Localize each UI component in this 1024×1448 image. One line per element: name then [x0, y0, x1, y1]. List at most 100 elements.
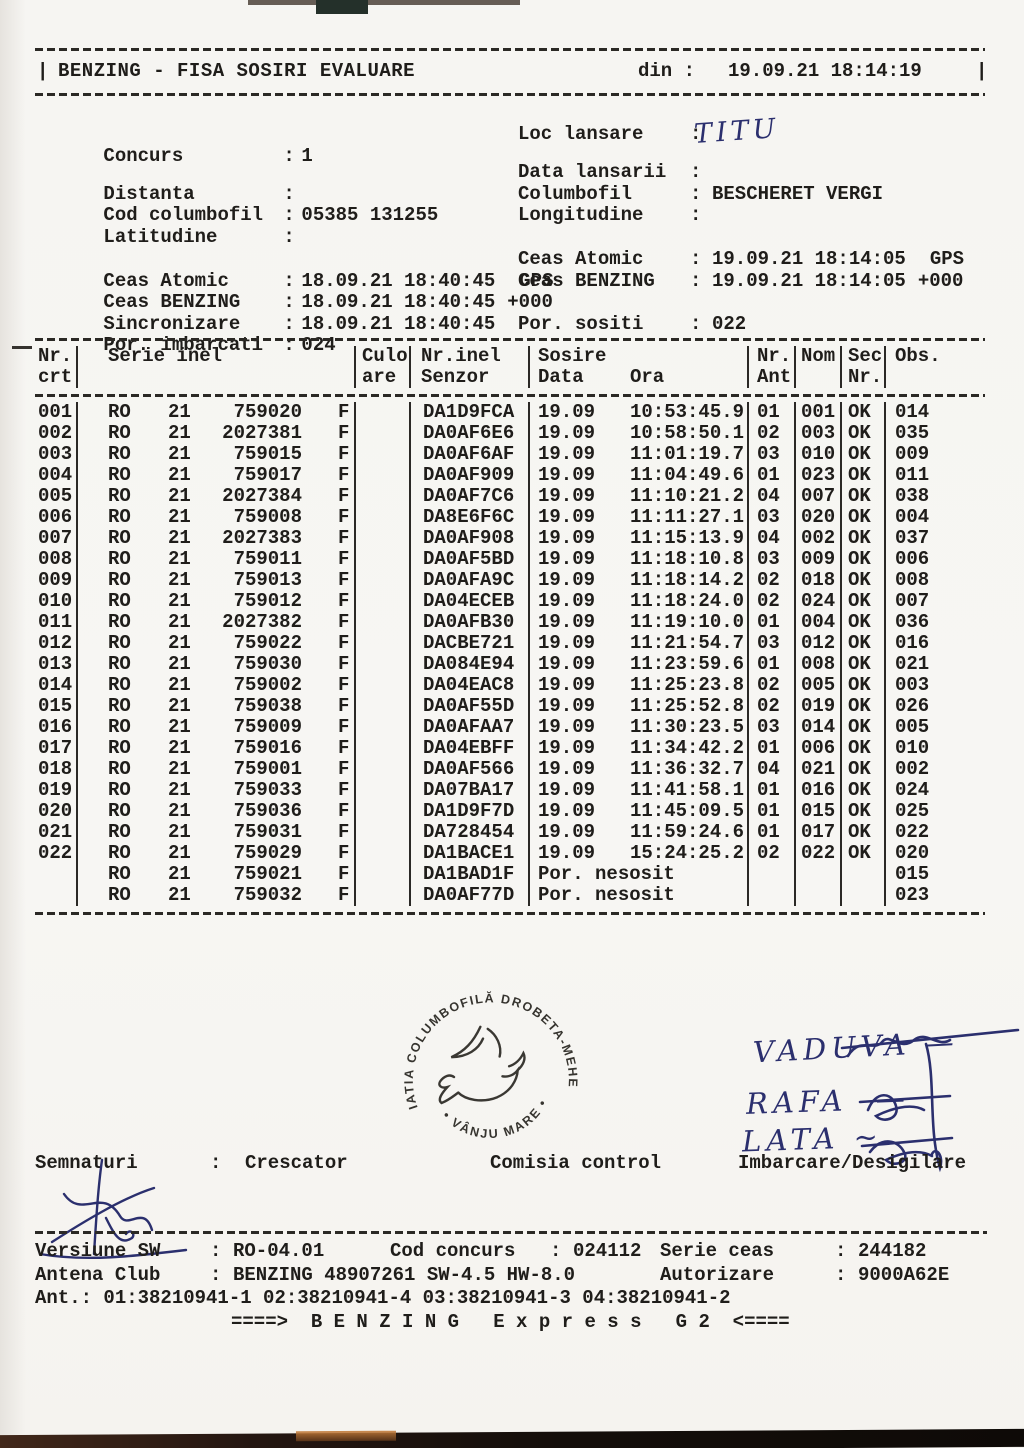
cell-sosire-data: 19.09: [538, 842, 596, 864]
ceas-benzing-label-right: Ceas BENZING: [518, 269, 655, 292]
table-row: RO 21 759032 F DA0AF77D Por. nesosit 023: [35, 885, 985, 906]
cell-an: 21: [168, 527, 191, 549]
cell-sosire: 19.09 11:25:52.8: [530, 696, 749, 717]
ceas-benzing-right-value: 19.09.21 18:14:05: [712, 269, 906, 292]
cell-obs: 006: [895, 548, 930, 570]
cell-senzor: DA8E6F6C: [411, 507, 530, 528]
cell-sex: F: [338, 884, 350, 906]
cell-crt: 018: [35, 759, 78, 780]
field-columbofil: Columbofil: BESCHERET VERGI: [518, 183, 883, 206]
cell-ant: 03: [749, 549, 796, 570]
cell-sosire: 19.09 11:10:21.2: [530, 486, 749, 507]
cell-sex: F: [338, 632, 350, 654]
din-label: din :: [638, 60, 696, 82]
info-section-2: Distanta: Data lansarii: Cod columbofil:…: [35, 161, 985, 247]
ceas-benzing-label: Ceas BENZING: [103, 291, 241, 313]
cell-nom: 012: [796, 633, 842, 654]
cell-an: 21: [168, 422, 191, 444]
cell-obs: 025: [895, 800, 930, 822]
cell-sex: F: [338, 653, 350, 675]
cell-serie: 759012: [233, 590, 302, 612]
cell-sex: F: [338, 506, 350, 528]
cell-culoare: [356, 633, 411, 654]
table-row: 021 RO 21 759031 F DA728454 19.09 11:59:24.6…: [35, 822, 985, 843]
versiune-sw-value: RO-04.01: [233, 1240, 325, 1262]
colon: :: [283, 312, 295, 335]
cell-serie: 759036: [233, 800, 302, 822]
cell-crt: 003: [35, 444, 78, 465]
scan-artifact-top-line: [248, 0, 520, 5]
cell-crt: 011: [35, 612, 78, 633]
cell-tara: RO: [108, 716, 131, 738]
cell-tara: RO: [108, 758, 131, 780]
antena-club-value: BENZING 48907261 SW-4.5 HW-8.0: [233, 1263, 576, 1286]
cell-serie-inel: RO 21 2027383 F: [78, 528, 356, 549]
cell-serie: 2027384: [222, 485, 302, 507]
cell-sosire: 19.09 11:18:10.8: [530, 549, 749, 570]
header-serie-inel: Serie inel: [78, 346, 356, 388]
cell-an: 21: [168, 464, 191, 486]
cell-crt: 020: [35, 801, 78, 822]
cell-tara: RO: [108, 527, 131, 549]
cell-ant: 01: [749, 780, 796, 801]
cell-culoare: [356, 759, 411, 780]
scan-artifact-bottom-strip: [0, 1428, 1024, 1448]
table-divider-top: [35, 338, 985, 341]
cell-sosire-ora: 11:18:24.0: [630, 590, 745, 612]
cell-senzor: DA1D9F7D: [411, 801, 530, 822]
committee-signatures: [840, 1028, 1020, 1173]
table-header: Nr. crt Serie inel Culo are Nr.inel Senzor …: [35, 341, 985, 394]
ceas-atomic-left-value: 18.09.21 18:40:45: [301, 269, 496, 292]
header-nom-label: Nom: [801, 345, 836, 367]
ceas-atomic-label: Ceas Atomic: [103, 269, 229, 292]
cell-tara: RO: [108, 485, 131, 507]
antenna-ids-line: Ant.: 01:38210941-1 02:38210941-4 03:382…: [35, 1287, 731, 1309]
cell-sosire-data: 19.09: [538, 506, 596, 528]
cell-sosire: 19.09 11:18:24.0: [530, 591, 749, 612]
cell-ant: 02: [749, 675, 796, 696]
serie-ceas-label: Serie ceas: [660, 1240, 775, 1262]
title-row: | BENZING - FISA SOSIRI EVALUARE din : 1…: [35, 51, 987, 93]
cell-an: 21: [168, 716, 191, 738]
cell-senzor: DA04ECEB: [411, 591, 530, 612]
cell-sec: OK: [842, 843, 886, 864]
colon: :: [550, 1240, 562, 1262]
header-culo: Culo: [362, 345, 408, 367]
cell-an: 21: [168, 758, 191, 780]
cell-sex: F: [338, 548, 350, 570]
cell-an: 21: [168, 674, 191, 696]
cell-sosire-data: Por. nesosit: [538, 884, 675, 906]
cell-sosire-data: 19.09: [538, 695, 596, 717]
cell-sosire-data: 19.09: [538, 674, 596, 696]
gps-suffix: GPS: [929, 248, 965, 270]
cell-culoare: [356, 528, 411, 549]
cell-an: 21: [168, 569, 191, 591]
cell-nom: 010: [796, 444, 842, 465]
arrivals-table: Nr. crt Serie inel Culo are Nr.inel Senzor …: [35, 338, 985, 915]
header-nom: Nom: [796, 346, 842, 388]
cell-sosire-ora: 11:18:14.2: [630, 569, 745, 591]
latitudine-label: Latitudine: [103, 225, 218, 248]
cell-tara: RO: [108, 800, 131, 822]
cell-sosire-data: 19.09: [538, 758, 596, 780]
cell-serie: 759020: [233, 401, 302, 423]
cell-tara: RO: [108, 821, 131, 843]
colon: :: [283, 144, 295, 167]
cell-serie: 759030: [233, 653, 302, 675]
report-datetime: 19.09.21 18:14:19: [728, 60, 922, 82]
cell-an: 21: [168, 443, 191, 465]
cell-ant: 01: [749, 612, 796, 633]
cell-nom: 024: [796, 591, 842, 612]
cell-senzor: DA04EAC8: [411, 675, 530, 696]
cell-sex: F: [338, 842, 350, 864]
benzing-express-line: ====> B E N Z I N G E x p r e s s G 2 <=…: [231, 1310, 790, 1333]
cell-sosire-data: Por. nesosit: [538, 863, 675, 885]
cell-serie-inel: RO 21 759030 F: [78, 654, 356, 675]
cell-senzor: DA1BAD1F: [411, 864, 530, 885]
cell-sosire-data: 19.09: [538, 443, 596, 465]
cell-crt: 012: [35, 633, 78, 654]
cell-nom: 017: [796, 822, 842, 843]
table-row: 008 RO 21 759011 F DA0AF5BD 19.09 11:18:10.8…: [35, 549, 985, 570]
cell-ant: 03: [749, 444, 796, 465]
cell-sosire-ora: 11:23:59.6: [630, 653, 745, 675]
